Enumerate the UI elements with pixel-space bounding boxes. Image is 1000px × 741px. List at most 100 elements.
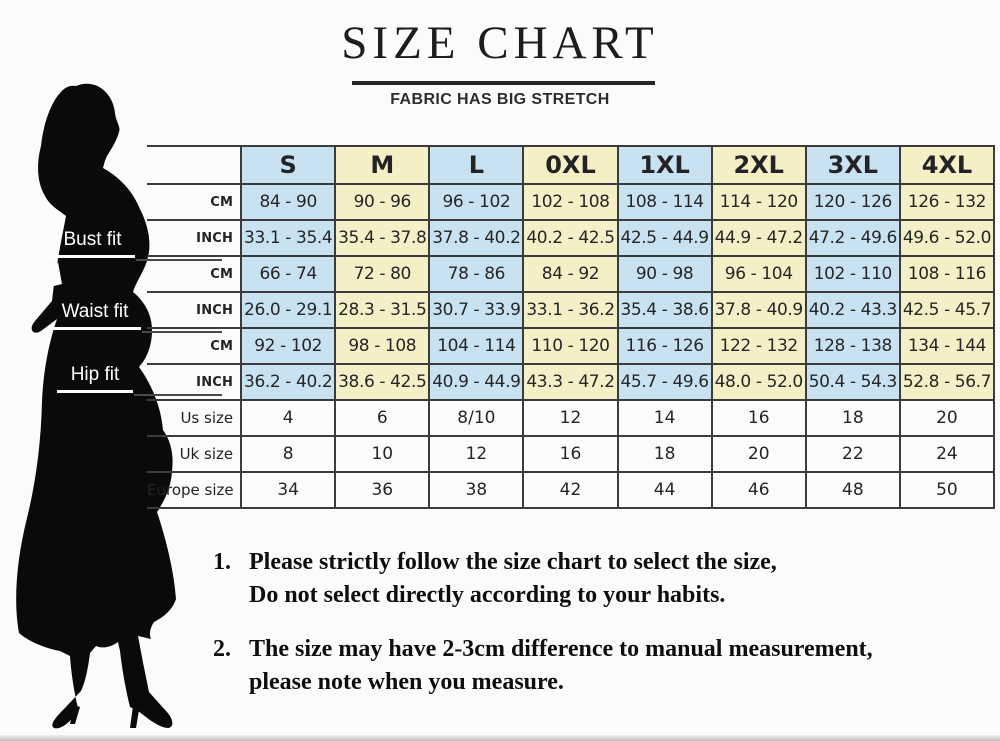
measurement-row: CM 66 - 74 72 - 80 78 - 86 84 - 92 90 - 98 96 … (147, 255, 996, 293)
note-line: The size may have 2-3cm difference to ma… (249, 636, 873, 662)
measurement-cell: 48.0 - 52.0 (710, 363, 807, 401)
measurement-cell: 122 - 132 (710, 327, 807, 365)
measurement-cell: 40.2 - 43.3 (804, 291, 901, 329)
measurement-row: INCH 33.1 - 35.4 35.4 - 37.8 37.8 - 40.2 40.… (147, 219, 996, 257)
measurement-cell: 78 - 86 (428, 255, 525, 293)
size-cell: 24 (898, 435, 996, 473)
notes-section: 1. Please strictly follow the size chart… (213, 546, 893, 720)
measurement-cell: 43.3 - 47.2 (522, 363, 619, 401)
measurement-cell: 38.6 - 42.5 (334, 363, 431, 401)
note-item: 1. Please strictly follow the size chart… (213, 546, 893, 612)
row-unit-label: CM (147, 183, 243, 221)
measurement-cell: 45.7 - 49.6 (616, 363, 713, 401)
size-cell: 38 (428, 471, 525, 509)
note-line: please note when you measure. (249, 669, 564, 695)
measurement-row: INCH 26.0 - 29.1 28.3 - 31.5 30.7 - 33.9 33.… (147, 291, 996, 329)
measurement-row: CM 84 - 90 90 - 96 96 - 102 102 - 108 108 - 1… (147, 183, 996, 221)
page-title: SIZE CHART (341, 17, 659, 69)
note-line: Do not select directly according to your… (249, 582, 726, 608)
measurement-cell: 108 - 116 (898, 255, 996, 293)
size-cell: 48 (804, 471, 901, 509)
measurement-cell: 126 - 132 (898, 183, 996, 221)
size-column-header: L (428, 145, 525, 185)
measurement-row: INCH 36.2 - 40.2 38.6 - 42.5 40.9 - 44.9 43.… (147, 363, 996, 401)
measurement-cell: 33.1 - 35.4 (240, 219, 337, 257)
size-header-row: S M L 0XL 1XL 2XL 3XL 4XL (147, 145, 996, 185)
measurement-cell: 52.8 - 56.7 (898, 363, 996, 401)
size-column-header: 3XL (804, 145, 901, 185)
size-cell: 20 (898, 399, 996, 437)
size-conversion-row: Uk size 8 10 12 16 18 20 22 24 (147, 435, 996, 473)
measurement-cell: 44.9 - 47.2 (710, 219, 807, 257)
row-unit-label: CM (147, 327, 243, 365)
measurement-cell: 42.5 - 44.9 (616, 219, 713, 257)
row-unit-label: INCH (147, 363, 243, 401)
row-unit-label: CM (147, 255, 243, 293)
size-cell: 22 (804, 435, 901, 473)
row-label: Uk size (147, 435, 243, 473)
size-cell: 34 (240, 471, 337, 509)
measurement-cell: 98 - 108 (334, 327, 431, 365)
measurement-cell: 35.4 - 37.8 (334, 219, 431, 257)
measurement-cell: 96 - 102 (428, 183, 525, 221)
measurement-cell: 72 - 80 (334, 255, 431, 293)
size-cell: 8/10 (428, 399, 525, 437)
size-cell: 16 (710, 399, 807, 437)
size-cell: 6 (334, 399, 431, 437)
measurement-cell: 90 - 98 (616, 255, 713, 293)
woman-silhouette-image (16, 83, 176, 729)
hip-fit-label: Hip fit (57, 364, 133, 393)
measurement-cell: 90 - 96 (334, 183, 431, 221)
measurement-cell: 36.2 - 40.2 (240, 363, 337, 401)
measurement-cell: 116 - 126 (616, 327, 713, 365)
size-cell: 20 (710, 435, 807, 473)
measurement-cell: 40.9 - 44.9 (428, 363, 525, 401)
measurement-cell: 40.2 - 42.5 (522, 219, 619, 257)
size-cell: 36 (334, 471, 431, 509)
measurement-cell: 134 - 144 (898, 327, 996, 365)
row-unit-label: INCH (147, 219, 243, 257)
size-column-header: 2XL (710, 145, 807, 185)
measurement-cell: 26.0 - 29.1 (240, 291, 337, 329)
measurement-cell: 66 - 74 (240, 255, 337, 293)
size-cell: 18 (804, 399, 901, 437)
size-cell: 8 (240, 435, 337, 473)
size-cell: 4 (240, 399, 337, 437)
size-column-header: 0XL (522, 145, 619, 185)
measurement-cell: 35.4 - 38.6 (616, 291, 713, 329)
size-column-header: M (334, 145, 431, 185)
measurement-cell: 37.8 - 40.2 (428, 219, 525, 257)
row-label: Europe size (147, 471, 243, 509)
note-text: Please strictly follow the size chart to… (249, 546, 777, 612)
title-underline (352, 81, 655, 85)
size-cell: 12 (522, 399, 619, 437)
note-line: Please strictly follow the size chart to… (249, 549, 777, 575)
measurement-cell: 37.8 - 40.9 (710, 291, 807, 329)
size-conversion-row: Us size 4 6 8/10 12 14 16 18 20 (147, 399, 996, 437)
size-table: S M L 0XL 1XL 2XL 3XL 4XL CM 84 - 90 90 - 96 96 - 1… (147, 145, 996, 509)
measurement-cell: 92 - 102 (240, 327, 337, 365)
size-cell: 46 (710, 471, 807, 509)
measurement-cell: 110 - 120 (522, 327, 619, 365)
size-cell: 50 (898, 471, 996, 509)
measurement-cell: 47.2 - 49.6 (804, 219, 901, 257)
note-text: The size may have 2-3cm difference to ma… (249, 633, 873, 699)
measurement-cell: 84 - 90 (240, 183, 337, 221)
size-column-header: 1XL (616, 145, 713, 185)
measurement-cell: 102 - 110 (804, 255, 901, 293)
size-cell: 14 (616, 399, 713, 437)
measurement-cell: 128 - 138 (804, 327, 901, 365)
bust-fit-label: Bust fit (50, 229, 135, 258)
measurement-cell: 96 - 104 (710, 255, 807, 293)
measurement-cell: 28.3 - 31.5 (334, 291, 431, 329)
size-cell: 16 (522, 435, 619, 473)
measurement-cell: 102 - 108 (522, 183, 619, 221)
measurement-cell: 33.1 - 36.2 (522, 291, 619, 329)
measurement-cell: 108 - 114 (616, 183, 713, 221)
table-corner-cell (147, 145, 243, 185)
measurement-cell: 84 - 92 (522, 255, 619, 293)
row-label: Us size (147, 399, 243, 437)
measurement-cell: 114 - 120 (710, 183, 807, 221)
waist-fit-label: Waist fit (49, 301, 141, 330)
